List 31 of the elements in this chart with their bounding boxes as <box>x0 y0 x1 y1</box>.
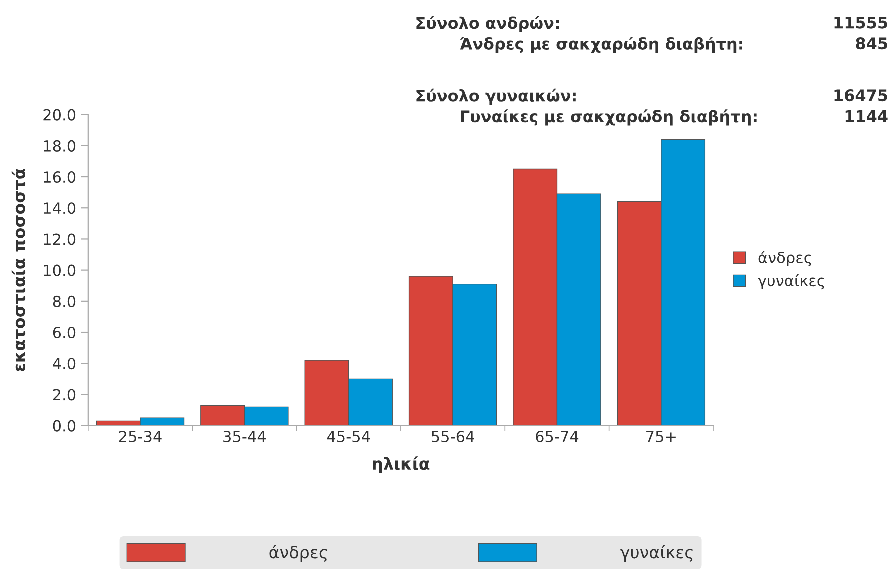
y-tick-label: 4.0 <box>53 358 76 370</box>
x-tick-label: 45-54 <box>327 431 370 443</box>
annotation: Γυναίκες με σακχαρώδη διαβήτη: <box>461 110 757 126</box>
text: Άνδρες με σακχαρώδη διαβήτη: <box>460 36 742 54</box>
y-tick-label: 12.0 <box>44 234 76 246</box>
y-tick-label: 0.0 <box>53 420 76 432</box>
text: Σύνολο γυναικών: <box>416 88 576 105</box>
y-tick-label: 16.0 <box>44 171 76 184</box>
text: 1144 <box>846 110 888 122</box>
x-tick-label: 25-34 <box>119 430 162 443</box>
text: 11555 <box>834 16 888 29</box>
y-axis-title: εκατοστιαία ποσοστά <box>12 168 26 372</box>
text: άνδρες <box>270 545 328 562</box>
y-tick-label: 10.0 <box>44 264 76 276</box>
y-tick-label: 8.0 <box>53 296 76 308</box>
text: Σύνολο ανδρών: <box>416 16 560 32</box>
x-tick-label: 65-74 <box>536 430 579 443</box>
y-tick-label: 6.0 <box>53 326 76 339</box>
x-tick-label: 75+ <box>646 431 676 443</box>
x-tick-label: 55-64 <box>432 430 474 443</box>
legend-label: άνδρες <box>758 251 812 267</box>
y-tick-label: 14.0 <box>44 202 76 214</box>
text: 845 <box>856 38 888 50</box>
text: 16475 <box>834 90 888 102</box>
x-axis-title: ηλικία <box>373 456 430 474</box>
legend-label: γυναίκες <box>758 274 824 290</box>
y-tick-label: 20.0 <box>44 109 76 121</box>
text: γυναίκες <box>620 545 693 562</box>
y-tick-label: 18.0 <box>44 140 76 152</box>
x-tick-label: 35-44 <box>224 430 266 443</box>
y-tick-label: 2.0 <box>53 389 76 401</box>
